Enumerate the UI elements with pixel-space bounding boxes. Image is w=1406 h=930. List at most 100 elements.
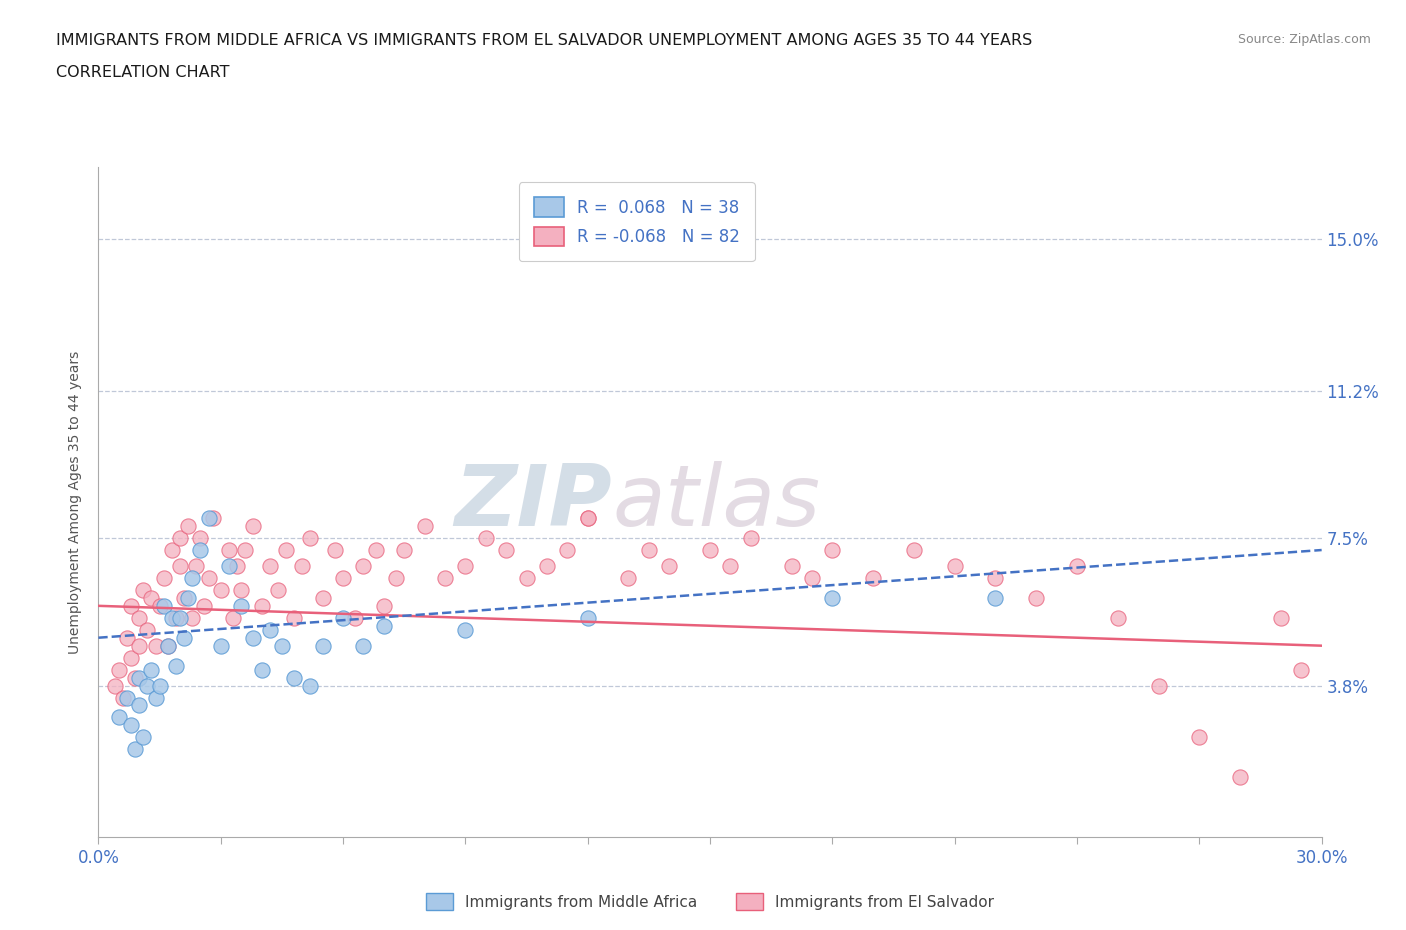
Point bbox=[1107, 610, 1129, 625]
Point bbox=[152, 570, 174, 585]
Point bbox=[638, 542, 661, 557]
Point bbox=[323, 542, 346, 557]
Point bbox=[136, 622, 159, 637]
Point bbox=[128, 698, 150, 713]
Point bbox=[108, 662, 131, 677]
Point bbox=[218, 559, 240, 574]
Point bbox=[352, 559, 374, 574]
Point bbox=[169, 531, 191, 546]
Point bbox=[1066, 559, 1088, 574]
Point bbox=[617, 570, 640, 585]
Point bbox=[177, 591, 200, 605]
Point bbox=[801, 570, 824, 585]
Point bbox=[312, 591, 335, 605]
Point bbox=[242, 631, 264, 645]
Point bbox=[124, 671, 146, 685]
Point bbox=[699, 542, 721, 557]
Point bbox=[1291, 662, 1313, 677]
Point bbox=[373, 598, 395, 613]
Point bbox=[943, 559, 966, 574]
Point bbox=[197, 511, 219, 525]
Point bbox=[169, 610, 191, 625]
Point bbox=[984, 591, 1007, 605]
Y-axis label: Unemployment Among Ages 35 to 44 years: Unemployment Among Ages 35 to 44 years bbox=[69, 351, 83, 654]
Point bbox=[373, 618, 395, 633]
Point bbox=[1147, 678, 1170, 693]
Point bbox=[128, 638, 150, 653]
Point bbox=[141, 591, 163, 605]
Point bbox=[233, 542, 256, 557]
Point bbox=[344, 610, 367, 625]
Point bbox=[291, 559, 314, 574]
Text: CORRELATION CHART: CORRELATION CHART bbox=[56, 65, 229, 80]
Point bbox=[454, 559, 477, 574]
Point bbox=[173, 591, 195, 605]
Point bbox=[218, 542, 240, 557]
Point bbox=[156, 638, 179, 653]
Point bbox=[141, 662, 163, 677]
Point bbox=[181, 570, 204, 585]
Text: ZIP: ZIP bbox=[454, 460, 612, 544]
Point bbox=[274, 542, 297, 557]
Point bbox=[352, 638, 374, 653]
Point bbox=[242, 519, 264, 534]
Point bbox=[128, 671, 150, 685]
Point bbox=[120, 718, 142, 733]
Point bbox=[364, 542, 387, 557]
Point bbox=[156, 638, 179, 653]
Point bbox=[454, 622, 477, 637]
Point bbox=[197, 570, 219, 585]
Point bbox=[516, 570, 538, 585]
Point bbox=[186, 559, 208, 574]
Point bbox=[495, 542, 517, 557]
Point bbox=[299, 678, 322, 693]
Point bbox=[104, 678, 127, 693]
Point bbox=[250, 598, 273, 613]
Point bbox=[145, 690, 167, 705]
Point bbox=[145, 638, 167, 653]
Point bbox=[1270, 610, 1292, 625]
Point bbox=[120, 598, 142, 613]
Point bbox=[259, 622, 281, 637]
Point bbox=[283, 610, 305, 625]
Point bbox=[152, 598, 174, 613]
Text: IMMIGRANTS FROM MIDDLE AFRICA VS IMMIGRANTS FROM EL SALVADOR UNEMPLOYMENT AMONG : IMMIGRANTS FROM MIDDLE AFRICA VS IMMIGRA… bbox=[56, 33, 1032, 47]
Point bbox=[413, 519, 436, 534]
Legend: Immigrants from Middle Africa, Immigrants from El Salvador: Immigrants from Middle Africa, Immigrant… bbox=[419, 886, 1001, 916]
Point bbox=[576, 511, 599, 525]
Point bbox=[299, 531, 322, 546]
Point bbox=[181, 610, 204, 625]
Point bbox=[108, 710, 131, 724]
Point bbox=[434, 570, 457, 585]
Point bbox=[332, 570, 354, 585]
Point bbox=[658, 559, 681, 574]
Point bbox=[124, 742, 146, 757]
Point bbox=[115, 690, 138, 705]
Point bbox=[270, 638, 294, 653]
Point bbox=[188, 531, 212, 546]
Point bbox=[740, 531, 762, 546]
Point bbox=[821, 591, 844, 605]
Point bbox=[222, 610, 245, 625]
Point bbox=[780, 559, 803, 574]
Point bbox=[120, 650, 142, 665]
Point bbox=[536, 559, 558, 574]
Point bbox=[136, 678, 159, 693]
Point bbox=[1025, 591, 1047, 605]
Point bbox=[821, 542, 844, 557]
Point bbox=[576, 511, 599, 525]
Point bbox=[132, 730, 155, 745]
Point bbox=[169, 559, 191, 574]
Point bbox=[128, 610, 150, 625]
Point bbox=[720, 559, 742, 574]
Point bbox=[149, 678, 172, 693]
Point bbox=[385, 570, 408, 585]
Point bbox=[231, 582, 253, 597]
Point bbox=[160, 542, 183, 557]
Point bbox=[132, 582, 155, 597]
Point bbox=[259, 559, 281, 574]
Point bbox=[576, 610, 599, 625]
Point bbox=[250, 662, 273, 677]
Point bbox=[111, 690, 134, 705]
Point bbox=[332, 610, 354, 625]
